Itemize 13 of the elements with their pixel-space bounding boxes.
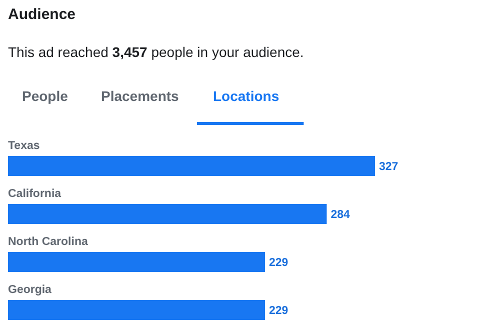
chart-subtitle: This ad reached 3,457 people in your audience. (8, 44, 304, 60)
chart-title: Audience (8, 6, 76, 23)
y-tick-label: California (8, 188, 62, 200)
data-label: 284 (330, 209, 351, 221)
text: People (22, 88, 68, 104)
y-tick-label: Texas (8, 140, 40, 152)
y-tick-label: North Carolina (8, 236, 88, 248)
text: Placements (101, 88, 180, 104)
data-label: 327 (379, 161, 398, 173)
data-label: 229 (269, 257, 288, 269)
data-label: 229 (269, 305, 288, 317)
y-tick-label: Georgia (8, 284, 52, 296)
text: Locations (213, 88, 280, 104)
